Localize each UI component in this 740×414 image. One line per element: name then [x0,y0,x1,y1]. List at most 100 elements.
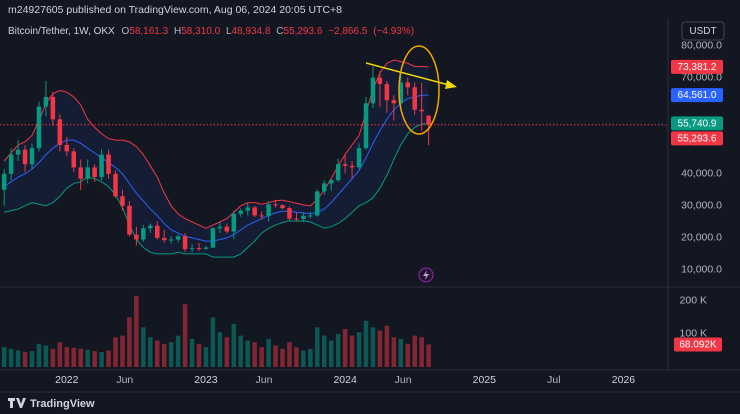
volume-bar [363,320,369,367]
volume-bar [1,347,7,367]
y-tick-label: 10,000.0 [681,264,722,276]
volume-bar [175,335,181,367]
volume-bar [273,345,278,367]
currency-box[interactable] [681,21,725,41]
price-tag [671,88,723,103]
volume-bar [113,337,118,367]
currency-label[interactable]: USDT [689,26,716,37]
candle-body [71,151,77,168]
trend-arrow [365,62,450,86]
candle-body [78,167,83,179]
volume-bar [182,304,188,367]
volume-bar [377,330,383,367]
candle-body [419,109,424,112]
band-line [3,94,429,242]
volume-bar [120,335,125,367]
volume-bar [252,342,257,367]
candle-body [182,236,188,250]
candle-body [224,226,230,232]
legend-value: 58,161.3 [129,26,168,37]
volume-bar [398,338,404,367]
price-tag-label: 64,561.0 [678,90,717,101]
legend-value: 55,293.6 [283,26,322,37]
candle-body [175,236,181,240]
candle-body [238,210,244,214]
legend-key: H [174,26,181,37]
volume-bar [161,343,167,367]
volume-bar [57,342,63,367]
candle-body [148,225,153,229]
candle-body [29,148,35,165]
volume-bar [321,335,327,367]
volume-bar [148,337,153,367]
candle-body [15,149,21,155]
candle-body [356,148,362,168]
volume-bar [15,350,21,367]
candle-body [1,173,7,190]
candle-body [57,119,63,145]
volume-bar [71,347,77,367]
price-tag [671,131,723,146]
candle-body [50,96,56,120]
volume-bar [141,327,146,367]
candle-body [280,205,285,209]
y-tick-label: 80,000.0 [681,39,722,51]
candle-body [210,228,216,248]
candle-body [328,180,334,184]
candle-body [8,154,14,174]
volume-bar [154,340,160,367]
x-tick-label: 2023 [194,374,218,386]
legend: Bitcoin/Tether, 1W, OKX O58,161.3 H58,31… [8,26,414,37]
volume-bar [203,347,209,367]
candle-body [370,77,376,104]
volume-bar [210,317,216,367]
volume-bar [287,342,292,367]
volume-bar [328,340,334,367]
x-tick-label: 2024 [333,374,357,386]
candle-body [196,248,202,250]
x-tick-label: Jun [116,374,133,386]
candle-body [120,196,125,206]
volume-bar [106,350,111,367]
brand-logo [8,398,26,408]
volume-bar [356,332,362,367]
volume-bar [245,340,250,367]
volume-bar [308,348,313,367]
candle-body [308,215,313,217]
candle-body [377,77,383,85]
plot-layer [0,59,668,367]
volume-bar [224,337,230,367]
published-note: m24927605 published on TradingView.com, … [8,4,342,16]
legend-value: 48,934.8 [232,26,271,37]
candle-body [266,204,271,217]
volume-bar [92,351,97,367]
legend-key: O [122,26,130,37]
x-tick-label: Jun [395,374,412,386]
candle-body [203,247,209,249]
candle-body [398,82,404,104]
price-tag-label: 55,293.6 [678,134,717,145]
candle-body [363,103,369,149]
volume-bar [99,352,104,367]
volume-bar [301,350,306,367]
candle-body [287,208,292,219]
y-tick-label: 40,000.0 [681,168,722,180]
candle-body [273,204,278,206]
candle-body [259,215,264,217]
candle-body [43,96,49,107]
volume-bar [29,351,35,367]
volume-bar [280,348,285,367]
candle-body [335,164,341,181]
volume-bar [335,333,341,367]
volume-bar [8,348,14,367]
volume-bar [370,327,376,367]
volume-bar [349,335,355,367]
candle-body [141,228,146,240]
volume-bar [50,348,56,367]
legend-change: −2,866.5 [328,26,368,37]
symbol: Bitcoin/Tether, 1W, OKX [8,26,115,37]
price-tag-label: 73,381.2 [678,62,717,73]
